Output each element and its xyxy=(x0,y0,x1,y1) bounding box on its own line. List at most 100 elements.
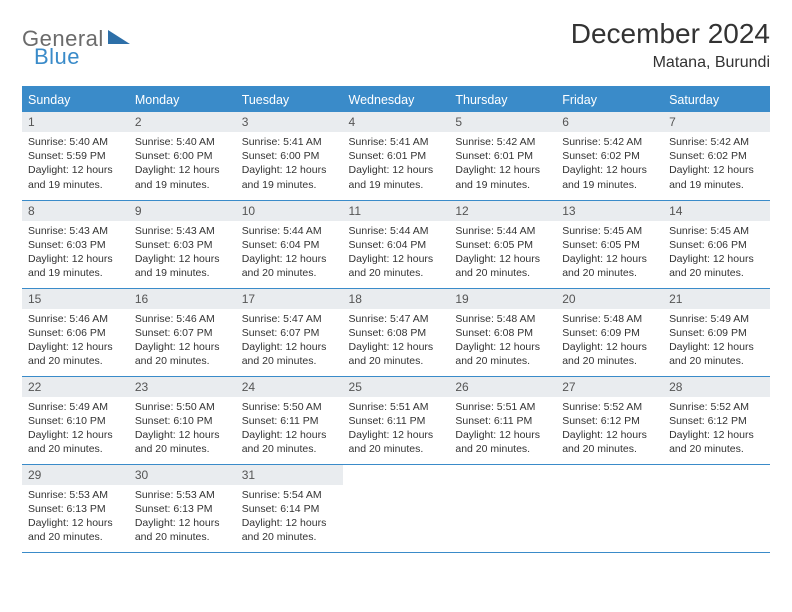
day-number: 5 xyxy=(449,112,556,132)
weekday-header: Monday xyxy=(129,87,236,112)
day-details: Sunrise: 5:40 AMSunset: 5:59 PMDaylight:… xyxy=(22,132,129,198)
calendar-day-cell: 21Sunrise: 5:49 AMSunset: 6:09 PMDayligh… xyxy=(663,288,770,376)
day-number: 22 xyxy=(22,377,129,397)
calendar-day-cell: 28Sunrise: 5:52 AMSunset: 6:12 PMDayligh… xyxy=(663,376,770,464)
calendar-day-cell: 18Sunrise: 5:47 AMSunset: 6:08 PMDayligh… xyxy=(343,288,450,376)
day-number: 21 xyxy=(663,289,770,309)
day-number: 31 xyxy=(236,465,343,485)
day-details: Sunrise: 5:43 AMSunset: 6:03 PMDaylight:… xyxy=(22,221,129,287)
day-details: Sunrise: 5:40 AMSunset: 6:00 PMDaylight:… xyxy=(129,132,236,198)
day-details: Sunrise: 5:47 AMSunset: 6:08 PMDaylight:… xyxy=(343,309,450,375)
weekday-header: Friday xyxy=(556,87,663,112)
day-details: Sunrise: 5:45 AMSunset: 6:06 PMDaylight:… xyxy=(663,221,770,287)
day-details: Sunrise: 5:52 AMSunset: 6:12 PMDaylight:… xyxy=(556,397,663,463)
calendar-day-cell xyxy=(663,464,770,552)
calendar-day-cell: 8Sunrise: 5:43 AMSunset: 6:03 PMDaylight… xyxy=(22,200,129,288)
day-details: Sunrise: 5:49 AMSunset: 6:10 PMDaylight:… xyxy=(22,397,129,463)
calendar-day-cell: 23Sunrise: 5:50 AMSunset: 6:10 PMDayligh… xyxy=(129,376,236,464)
day-details: Sunrise: 5:52 AMSunset: 6:12 PMDaylight:… xyxy=(663,397,770,463)
calendar-day-cell: 13Sunrise: 5:45 AMSunset: 6:05 PMDayligh… xyxy=(556,200,663,288)
calendar-day-cell: 6Sunrise: 5:42 AMSunset: 6:02 PMDaylight… xyxy=(556,112,663,200)
weekday-header: Thursday xyxy=(449,87,556,112)
calendar-day-cell: 2Sunrise: 5:40 AMSunset: 6:00 PMDaylight… xyxy=(129,112,236,200)
calendar-day-cell: 15Sunrise: 5:46 AMSunset: 6:06 PMDayligh… xyxy=(22,288,129,376)
calendar-week-row: 1Sunrise: 5:40 AMSunset: 5:59 PMDaylight… xyxy=(22,112,770,200)
calendar-day-cell: 20Sunrise: 5:48 AMSunset: 6:09 PMDayligh… xyxy=(556,288,663,376)
calendar-day-cell: 30Sunrise: 5:53 AMSunset: 6:13 PMDayligh… xyxy=(129,464,236,552)
calendar-day-cell: 24Sunrise: 5:50 AMSunset: 6:11 PMDayligh… xyxy=(236,376,343,464)
calendar-day-cell: 19Sunrise: 5:48 AMSunset: 6:08 PMDayligh… xyxy=(449,288,556,376)
calendar-day-cell: 31Sunrise: 5:54 AMSunset: 6:14 PMDayligh… xyxy=(236,464,343,552)
day-details: Sunrise: 5:54 AMSunset: 6:14 PMDaylight:… xyxy=(236,485,343,551)
day-details: Sunrise: 5:46 AMSunset: 6:07 PMDaylight:… xyxy=(129,309,236,375)
weekday-header: Wednesday xyxy=(343,87,450,112)
calendar-day-cell: 9Sunrise: 5:43 AMSunset: 6:03 PMDaylight… xyxy=(129,200,236,288)
logo-blue-text: Blue xyxy=(34,44,80,70)
calendar-day-cell: 3Sunrise: 5:41 AMSunset: 6:00 PMDaylight… xyxy=(236,112,343,200)
calendar-day-cell xyxy=(449,464,556,552)
day-number: 14 xyxy=(663,201,770,221)
day-details: Sunrise: 5:51 AMSunset: 6:11 PMDaylight:… xyxy=(343,397,450,463)
day-details: Sunrise: 5:44 AMSunset: 6:04 PMDaylight:… xyxy=(343,221,450,287)
day-number: 2 xyxy=(129,112,236,132)
day-number: 28 xyxy=(663,377,770,397)
day-details: Sunrise: 5:53 AMSunset: 6:13 PMDaylight:… xyxy=(22,485,129,551)
day-number: 16 xyxy=(129,289,236,309)
calendar-day-cell: 16Sunrise: 5:46 AMSunset: 6:07 PMDayligh… xyxy=(129,288,236,376)
calendar-day-cell: 7Sunrise: 5:42 AMSunset: 6:02 PMDaylight… xyxy=(663,112,770,200)
day-details: Sunrise: 5:49 AMSunset: 6:09 PMDaylight:… xyxy=(663,309,770,375)
day-details: Sunrise: 5:43 AMSunset: 6:03 PMDaylight:… xyxy=(129,221,236,287)
day-number: 10 xyxy=(236,201,343,221)
calendar-table: Sunday Monday Tuesday Wednesday Thursday… xyxy=(22,86,770,553)
day-number: 23 xyxy=(129,377,236,397)
month-title: December 2024 xyxy=(571,18,770,50)
calendar-day-cell: 27Sunrise: 5:52 AMSunset: 6:12 PMDayligh… xyxy=(556,376,663,464)
day-details: Sunrise: 5:42 AMSunset: 6:01 PMDaylight:… xyxy=(449,132,556,198)
day-details: Sunrise: 5:48 AMSunset: 6:09 PMDaylight:… xyxy=(556,309,663,375)
calendar-day-cell: 17Sunrise: 5:47 AMSunset: 6:07 PMDayligh… xyxy=(236,288,343,376)
day-details: Sunrise: 5:41 AMSunset: 6:00 PMDaylight:… xyxy=(236,132,343,198)
calendar-day-cell xyxy=(556,464,663,552)
day-number: 8 xyxy=(22,201,129,221)
day-number: 19 xyxy=(449,289,556,309)
calendar-week-row: 15Sunrise: 5:46 AMSunset: 6:06 PMDayligh… xyxy=(22,288,770,376)
day-number: 12 xyxy=(449,201,556,221)
day-details: Sunrise: 5:46 AMSunset: 6:06 PMDaylight:… xyxy=(22,309,129,375)
day-number: 27 xyxy=(556,377,663,397)
day-number: 15 xyxy=(22,289,129,309)
calendar-day-cell: 5Sunrise: 5:42 AMSunset: 6:01 PMDaylight… xyxy=(449,112,556,200)
weekday-header: Saturday xyxy=(663,87,770,112)
calendar-week-row: 8Sunrise: 5:43 AMSunset: 6:03 PMDaylight… xyxy=(22,200,770,288)
day-number: 17 xyxy=(236,289,343,309)
calendar-day-cell: 25Sunrise: 5:51 AMSunset: 6:11 PMDayligh… xyxy=(343,376,450,464)
calendar-day-cell: 22Sunrise: 5:49 AMSunset: 6:10 PMDayligh… xyxy=(22,376,129,464)
day-number: 4 xyxy=(343,112,450,132)
weekday-header-row: Sunday Monday Tuesday Wednesday Thursday… xyxy=(22,87,770,112)
day-details: Sunrise: 5:53 AMSunset: 6:13 PMDaylight:… xyxy=(129,485,236,551)
header: General December 2024 Matana, Burundi xyxy=(22,18,770,72)
day-details: Sunrise: 5:41 AMSunset: 6:01 PMDaylight:… xyxy=(343,132,450,198)
calendar-body: 1Sunrise: 5:40 AMSunset: 5:59 PMDaylight… xyxy=(22,112,770,552)
day-details: Sunrise: 5:48 AMSunset: 6:08 PMDaylight:… xyxy=(449,309,556,375)
logo-triangle-icon xyxy=(108,28,130,49)
day-number: 9 xyxy=(129,201,236,221)
calendar-day-cell: 11Sunrise: 5:44 AMSunset: 6:04 PMDayligh… xyxy=(343,200,450,288)
day-number: 24 xyxy=(236,377,343,397)
calendar-day-cell: 26Sunrise: 5:51 AMSunset: 6:11 PMDayligh… xyxy=(449,376,556,464)
day-number: 20 xyxy=(556,289,663,309)
location-text: Matana, Burundi xyxy=(571,54,770,72)
day-number: 26 xyxy=(449,377,556,397)
calendar-day-cell: 4Sunrise: 5:41 AMSunset: 6:01 PMDaylight… xyxy=(343,112,450,200)
calendar-day-cell xyxy=(343,464,450,552)
day-number: 6 xyxy=(556,112,663,132)
calendar-day-cell: 29Sunrise: 5:53 AMSunset: 6:13 PMDayligh… xyxy=(22,464,129,552)
title-block: December 2024 Matana, Burundi xyxy=(571,18,770,72)
day-details: Sunrise: 5:44 AMSunset: 6:05 PMDaylight:… xyxy=(449,221,556,287)
day-details: Sunrise: 5:50 AMSunset: 6:11 PMDaylight:… xyxy=(236,397,343,463)
calendar-week-row: 29Sunrise: 5:53 AMSunset: 6:13 PMDayligh… xyxy=(22,464,770,552)
day-details: Sunrise: 5:45 AMSunset: 6:05 PMDaylight:… xyxy=(556,221,663,287)
day-details: Sunrise: 5:44 AMSunset: 6:04 PMDaylight:… xyxy=(236,221,343,287)
weekday-header: Tuesday xyxy=(236,87,343,112)
day-number: 18 xyxy=(343,289,450,309)
day-number: 11 xyxy=(343,201,450,221)
